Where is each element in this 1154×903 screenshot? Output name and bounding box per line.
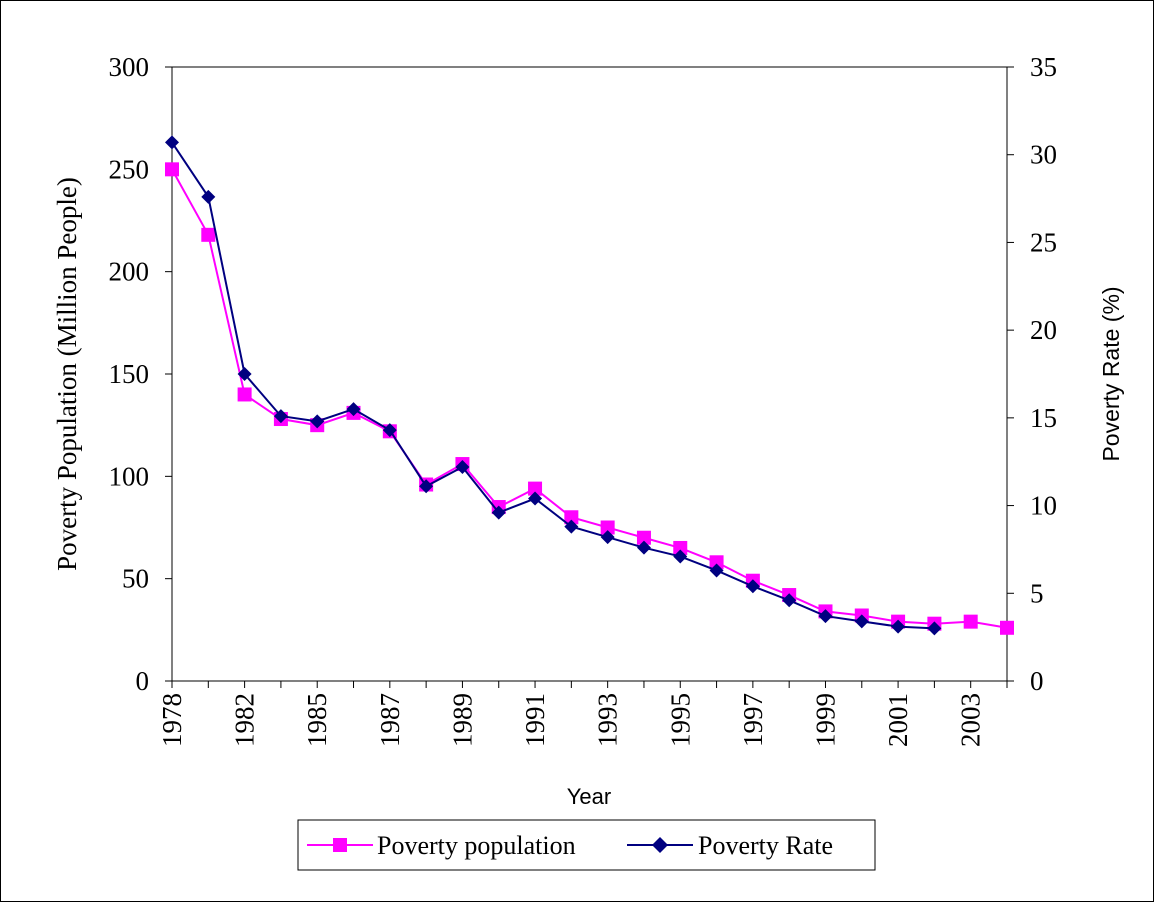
left-tick-label: 250 <box>109 154 150 184</box>
left-tick-label: 300 <box>109 52 150 82</box>
x-tick-label: 1993 <box>593 693 623 747</box>
poverty-population-point <box>201 227 216 242</box>
right-tick-label: 10 <box>1030 491 1057 521</box>
left-tick-label: 0 <box>136 666 150 696</box>
plot-area <box>171 66 1008 682</box>
poverty-rate-point <box>455 459 470 474</box>
poverty-rate-point <box>382 423 397 438</box>
legend-label-poverty-population: Poverty population <box>377 831 576 860</box>
poverty-rate-line <box>171 141 935 630</box>
poverty-population-point <box>165 162 179 177</box>
x-tick-label: 1995 <box>665 693 695 747</box>
legend-box <box>297 819 876 871</box>
poverty-rate-point <box>491 505 506 520</box>
poverty-population-point <box>528 481 543 496</box>
left-tick-label: 100 <box>109 461 150 491</box>
poverty-rate-point <box>891 619 906 634</box>
poverty-population-point <box>709 555 724 570</box>
poverty-rate-point <box>419 479 434 494</box>
poverty-rate-point <box>346 402 361 417</box>
right-tick-label: 5 <box>1030 578 1044 608</box>
x-tick-label: 1985 <box>302 693 332 747</box>
poverty-rate-point <box>600 530 615 545</box>
poverty-rate-point <box>564 519 579 534</box>
x-axis: 1978 1982 1985 1987 1989 1991 1993 1995 1997 1999… <box>157 681 1008 747</box>
left-axis-title: Poverty Population (Million People) <box>52 177 82 571</box>
x-tick-label: 1982 <box>230 693 260 747</box>
legend-marker-poverty-population <box>333 838 347 852</box>
right-axis-title: Poverty Rate (%) <box>1098 286 1124 461</box>
poverty-rate-point <box>818 609 833 624</box>
left-tick-label: 50 <box>122 564 149 594</box>
poverty-population-point <box>963 614 978 629</box>
x-axis-title: Year <box>567 784 611 809</box>
right-tick-label: 15 <box>1030 403 1057 433</box>
poverty-rate-point <box>165 135 179 150</box>
right-tick-label: 20 <box>1030 315 1057 345</box>
poverty-rate-point <box>854 614 869 629</box>
legend-label-poverty-rate: Poverty Rate <box>698 831 833 860</box>
poverty-rate-point <box>636 540 651 555</box>
poverty-population-point <box>1000 620 1014 635</box>
poverty-rate-point <box>709 563 724 578</box>
poverty-population-point <box>600 520 615 535</box>
x-tick-label: 1991 <box>520 693 550 747</box>
x-tick-label: 2003 <box>956 693 986 747</box>
poverty-rate-point <box>201 189 216 204</box>
x-tick-label: 1999 <box>810 693 840 747</box>
right-axis: 0 5 10 15 20 25 30 35 <box>1007 52 1057 696</box>
poverty-population-point <box>673 540 688 555</box>
x-tick-label: 2001 <box>883 693 913 747</box>
right-tick-label: 35 <box>1030 52 1057 82</box>
poverty-rate-point <box>673 549 688 564</box>
left-axis: 0 50 100 150 200 250 300 <box>109 52 172 696</box>
x-tick-label: 1997 <box>738 693 768 747</box>
legend: Poverty population Poverty Rate <box>297 819 876 871</box>
poverty-rate-point <box>310 414 325 429</box>
poverty-rate-point <box>927 621 942 636</box>
right-tick-label: 30 <box>1030 140 1057 170</box>
right-tick-label: 0 <box>1030 666 1044 696</box>
left-tick-label: 150 <box>109 359 150 389</box>
left-tick-label: 200 <box>109 257 150 287</box>
poverty-rate-point <box>273 409 288 424</box>
series-poverty-rate <box>165 135 942 636</box>
poverty-rate-point <box>782 593 797 608</box>
x-tick-label: 1987 <box>375 693 405 747</box>
poverty-rate-point <box>745 579 760 594</box>
poverty-population-point <box>564 510 579 525</box>
poverty-rate-point <box>528 491 543 506</box>
poverty-population-point <box>636 530 651 545</box>
poverty-rate-point <box>237 367 252 381</box>
x-tick-label: 1978 <box>157 693 187 747</box>
right-tick-label: 25 <box>1030 227 1057 257</box>
x-tick-label: 1989 <box>447 693 477 747</box>
poverty-population-point <box>237 387 252 402</box>
legend-marker-poverty-rate <box>652 837 668 853</box>
